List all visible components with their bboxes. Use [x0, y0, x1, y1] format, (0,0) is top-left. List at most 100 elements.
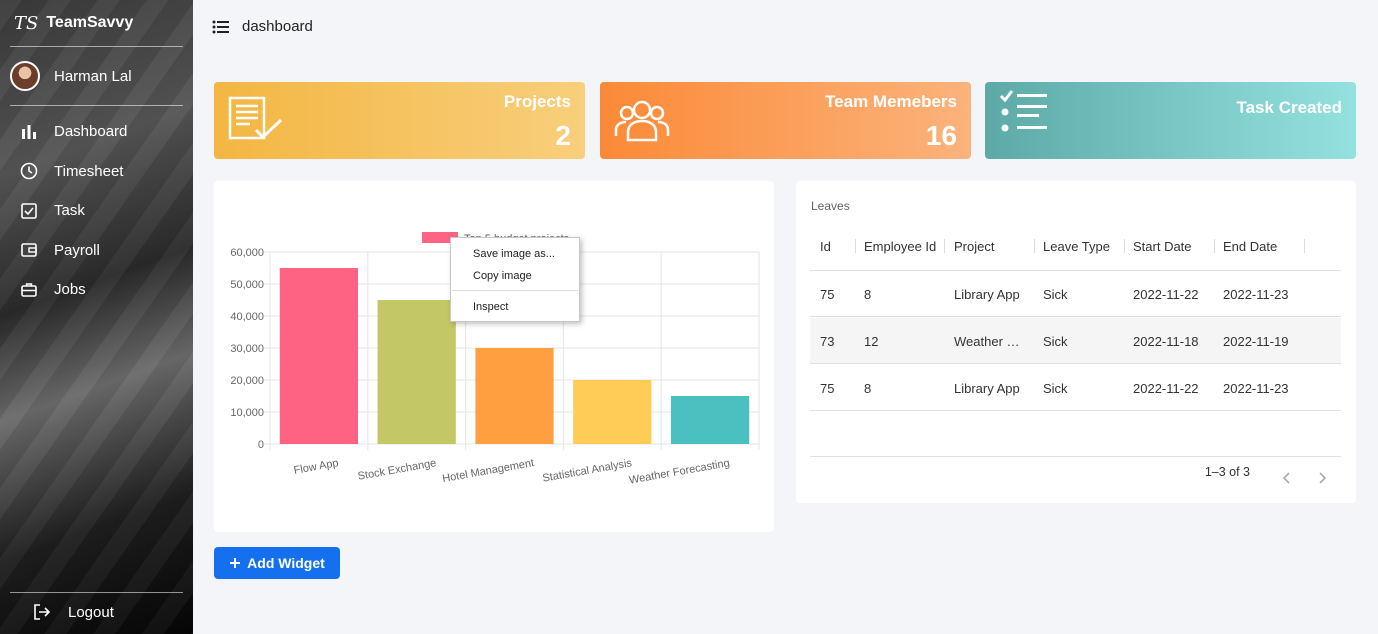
divider	[810, 456, 1341, 457]
cell-id: 75	[820, 381, 835, 396]
sidebar-item-label: Task	[54, 202, 85, 220]
pagination-label: 1–3 of 3	[1204, 465, 1250, 479]
cell-leave-type: Sick	[1043, 381, 1068, 396]
chart-bar	[670, 396, 750, 444]
logout-icon	[34, 604, 51, 620]
y-tick-label: 50,000	[230, 279, 264, 291]
brand[interactable]: TS TeamSavvy	[0, 0, 193, 46]
column-header-leave-type[interactable]: Leave Type	[1043, 239, 1110, 254]
column-header-end-date[interactable]: End Date	[1223, 239, 1278, 254]
logout-label: Logout	[68, 603, 114, 621]
budget-bar-chart[interactable]: 0 10,000 20,000 30,000 40,000 50,000 60,000 Flo…	[214, 181, 774, 532]
cell-start-date: 2022-11-22	[1133, 287, 1199, 302]
context-menu-item-save-image[interactable]: Save image as...	[473, 248, 555, 260]
cell-end-date: 2022-11-23	[1223, 381, 1289, 396]
column-separator[interactable]	[1124, 239, 1125, 253]
column-header-employee-id[interactable]: Employee Id	[864, 239, 937, 254]
add-widget-label: Add Widget	[247, 555, 325, 571]
column-separator[interactable]	[944, 239, 945, 253]
sidebar-item-label: Dashboard	[54, 123, 128, 141]
card-title: Task Created	[1236, 98, 1342, 117]
table-header: Id Employee Id Project Leave Type Start …	[810, 229, 1341, 271]
y-tick-label: 20,000	[230, 375, 264, 387]
checkbox-icon	[21, 202, 37, 219]
y-tick-label: 30,000	[230, 343, 264, 355]
column-header-id[interactable]: Id	[820, 239, 831, 254]
card-value: 2	[555, 120, 571, 151]
cell-end-date: 2022-11-23	[1223, 287, 1289, 302]
x-tick-label: Weather Forecasting	[628, 457, 730, 487]
leaves-title: Leaves	[811, 199, 850, 213]
list-menu-icon[interactable]	[212, 19, 230, 35]
brand-name: TeamSavvy	[46, 14, 134, 31]
column-separator[interactable]	[1214, 239, 1215, 253]
plus-icon	[230, 558, 241, 568]
context-menu-item-inspect[interactable]: Inspect	[473, 301, 509, 313]
y-tick-label: 0	[258, 439, 264, 451]
team-members-card[interactable]: Team Memebers 16	[600, 82, 971, 159]
sidebar-item-label: Payroll	[54, 241, 100, 259]
cell-employee-id: 8	[864, 287, 872, 302]
chevron-left-icon[interactable]	[1280, 471, 1294, 485]
sidebar-item-timesheet[interactable]: Timesheet	[0, 152, 193, 192]
column-separator[interactable]	[1034, 239, 1035, 253]
cell-id: 75	[820, 287, 835, 302]
column-header-project[interactable]: Project	[954, 239, 995, 254]
cell-start-date: 2022-11-22	[1133, 381, 1199, 396]
cell-leave-type: Sick	[1043, 334, 1068, 349]
cell-id: 73	[820, 334, 835, 349]
sidebar-item-jobs[interactable]: Jobs	[0, 270, 193, 310]
logout-button[interactable]: Logout	[32, 603, 114, 621]
sidebar-item-dashboard[interactable]: Dashboard	[0, 112, 193, 152]
divider	[10, 592, 183, 593]
sidebar-item-task[interactable]: Task	[0, 191, 193, 231]
chart-bar	[573, 380, 652, 444]
context-menu-item-copy-image[interactable]: Copy image	[473, 270, 532, 282]
legend-swatch	[422, 232, 458, 243]
column-separator[interactable]	[855, 239, 856, 253]
table-row[interactable]: 75 8 Library App Sick 2022-11-22 2022-11…	[810, 271, 1341, 317]
divider	[452, 290, 578, 291]
cell-project: Library App	[954, 381, 1020, 396]
card-title: Projects	[503, 92, 571, 111]
topbar: dashboard	[212, 18, 313, 35]
cell-employee-id: 12	[864, 334, 879, 349]
brand-logo: TS	[14, 12, 39, 34]
bar-chart-icon	[22, 124, 36, 139]
x-tick-label: Hotel Management	[441, 457, 535, 485]
user-name: Harman Lal	[54, 67, 132, 85]
sidebar-nav: Dashboard Timesheet Task Payroll Jobs	[0, 106, 193, 310]
leaves-panel: Leaves Id Employee Id Project Leave Type…	[796, 181, 1356, 503]
x-tick-label: Stock Exchange	[357, 457, 437, 483]
y-tick-label: 10,000	[230, 407, 264, 419]
chevron-right-icon[interactable]	[1315, 471, 1329, 485]
cell-employee-id: 8	[864, 381, 872, 396]
x-tick-label: Statistical Analysis	[542, 457, 634, 485]
budget-chart-panel: 0 10,000 20,000 30,000 40,000 50,000 60,000 Flo…	[214, 181, 774, 532]
avatar	[10, 61, 40, 91]
wallet-icon	[21, 243, 37, 258]
card-value: 16	[925, 120, 957, 151]
chart-bar	[475, 348, 554, 444]
column-separator[interactable]	[1304, 239, 1305, 253]
table-row[interactable]: 75 8 Library App Sick 2022-11-22 2022-11…	[810, 365, 1341, 411]
table-row[interactable]: 73 12 Weather … Sick 2022-11-18 2022-11-…	[810, 318, 1341, 364]
divider	[10, 46, 183, 47]
clock-icon	[20, 162, 38, 180]
cell-project: Weather …	[954, 334, 1020, 349]
projects-card[interactable]: Projects 2	[214, 82, 585, 159]
card-title: Team Memebers	[825, 92, 957, 111]
column-header-start-date[interactable]: Start Date	[1133, 239, 1192, 254]
sidebar-item-label: Timesheet	[54, 162, 124, 180]
y-tick-label: 40,000	[230, 311, 264, 323]
add-widget-button[interactable]: Add Widget	[214, 547, 340, 579]
chart-bar	[279, 268, 359, 444]
sidebar: TS TeamSavvy Harman Lal Dashboard Timesh…	[0, 0, 193, 634]
cell-end-date: 2022-11-19	[1223, 334, 1289, 349]
sidebar-item-label: Jobs	[54, 281, 86, 299]
sidebar-item-payroll[interactable]: Payroll	[0, 231, 193, 271]
divider	[10, 105, 183, 106]
page-title: dashboard	[242, 18, 313, 35]
task-created-card[interactable]: Task Created	[985, 82, 1356, 159]
user-profile[interactable]: Harman Lal	[0, 47, 193, 105]
